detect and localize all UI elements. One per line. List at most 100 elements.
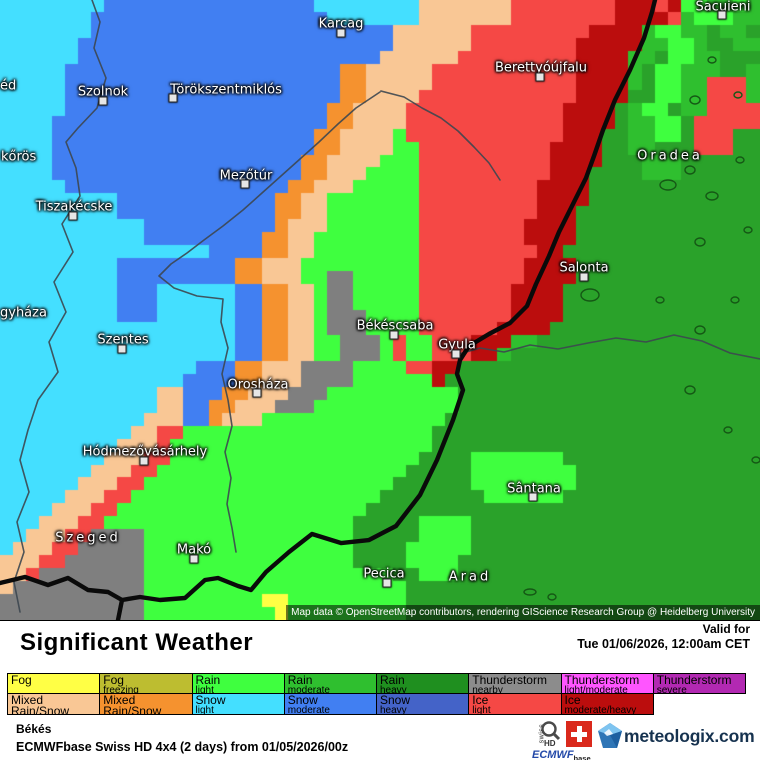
legend-cell-label: Fog: [11, 673, 32, 687]
legend-cell: Thunderstorm severe: [652, 673, 746, 694]
city-label: Törökszentmiklós: [170, 82, 282, 98]
legend-cell: Fog freezing: [99, 673, 193, 694]
city-label: Szeged: [55, 530, 121, 546]
swiss-flag-icon: [566, 721, 592, 747]
city-label: gyháza: [0, 305, 47, 321]
legend-cell-sublabel: severe: [656, 685, 687, 694]
legend-cell-label: Thunderstorm: [472, 673, 547, 687]
legend-cell-sublabel: light: [472, 705, 491, 715]
legend-cell-label: Rain: [195, 673, 221, 687]
legend-cell-sublabel: light: [195, 685, 214, 694]
legend-cell: Rain light: [191, 673, 285, 694]
city-label: Békéscsaba: [356, 318, 434, 334]
legend-cell-sublabel: light: [195, 705, 214, 715]
legend-cell-sublabel: heavy: [380, 705, 407, 715]
city-marker: [451, 349, 461, 359]
logos-block: swiss HD ECMWFbase meteologix.com: [532, 718, 755, 760]
magnifier-icon: [541, 721, 561, 741]
legend-cell-label: Snow: [287, 693, 318, 707]
city-marker: [535, 72, 545, 82]
legend-cell-label: Mixed Rain/Snow: [103, 693, 162, 715]
city-label: Hódmezővásárhely: [82, 444, 208, 460]
legend-cell-sublabel: moderate/heavy: [564, 705, 637, 715]
map-attribution: Map data © OpenStreetMap contributors, r…: [286, 605, 760, 620]
city-label: Oradea: [637, 148, 703, 164]
legend-cell-label: Ice: [472, 693, 489, 707]
valid-block: Valid for Tue 01/06/2026, 12:00am CET: [577, 622, 750, 651]
legend-cell: Ice light: [468, 693, 562, 715]
legend-cell: Rain moderate: [283, 673, 377, 694]
city-marker: [139, 456, 149, 466]
city-label: Berettyóújfalu: [494, 60, 588, 76]
legend-cell-label: Snow: [195, 693, 226, 707]
hd-label: HD: [544, 739, 556, 748]
legend-cell-label: Rain: [287, 673, 313, 687]
city-marker: [528, 492, 538, 502]
legend-cell: Thunderstorm light/moderate: [560, 673, 654, 694]
city-label: éd: [0, 78, 17, 94]
legend-cell-label: Snow: [380, 693, 411, 707]
ecmwf-base-sub: base: [573, 754, 591, 760]
legend-row: Fog Fog freezing Rain light Rain moderate Rain h…: [7, 673, 754, 694]
meteologix-logo-icon: [598, 723, 622, 748]
weather-legend: Fog Fog freezing Rain light Rain moderate Rain h…: [7, 673, 754, 715]
legend-cell-sublabel: nearby: [472, 685, 503, 694]
city-marker: [252, 388, 262, 398]
city-label: Karcag: [318, 16, 364, 32]
legend-cell-label: Rain: [380, 673, 405, 687]
city-label: Szolnok: [77, 84, 129, 100]
city-label: Mezőtúr: [219, 168, 273, 184]
legend-cell: Snow moderate: [283, 693, 377, 715]
legend-cell: Ice moderate/heavy: [560, 693, 654, 715]
city-label: Sântana: [507, 481, 561, 497]
legend-cell-label: Thunderstorm: [656, 673, 732, 687]
ecmwf-logo-text: ECMWFbase: [532, 749, 591, 760]
city-label: Salonta: [559, 260, 609, 276]
legend-cell-label: Ice: [564, 693, 581, 707]
legend-cell-sublabel: freezing: [103, 685, 139, 694]
city-label: kőrös: [1, 149, 37, 165]
city-label: Gyula: [438, 337, 476, 353]
legend-cell-empty: [653, 693, 746, 715]
city-marker: [189, 554, 199, 564]
legend-cell-label: Fog: [103, 673, 124, 687]
model-info: ECMWFbase Swiss HD 4x4 (2 days) from 01/…: [16, 740, 349, 754]
city-marker: [717, 10, 727, 20]
city-marker: [240, 179, 250, 189]
city-marker: [117, 344, 127, 354]
legend-cell-sublabel: moderate: [287, 685, 330, 694]
legend-row: Mixed Rain/SnowlightMixed Rain/Snowmoder…: [7, 693, 754, 715]
legend-cell: Snow light: [191, 693, 285, 715]
legend-cell-label: Mixed Rain/Snow: [11, 693, 70, 715]
legend-cell-sublabel: moderate: [287, 705, 330, 715]
city-label: Szentes: [97, 332, 149, 348]
city-label: Makó: [176, 542, 212, 558]
city-label: Pecica: [363, 566, 405, 582]
city-marker: [389, 330, 399, 340]
weather-map[interactable]: Karcag Szolnok Törökszentmiklós Mezőtúr Tisz…: [0, 0, 760, 621]
city-label: Orosháza: [227, 377, 289, 393]
city-label: Tiszakécske: [35, 199, 113, 215]
page-title: Significant Weather: [20, 629, 254, 656]
region-name: Békés: [16, 722, 52, 736]
legend-cell: Snow heavy: [376, 693, 470, 715]
city-marker: [68, 211, 78, 221]
legend-cell: Thunderstorm nearby: [468, 673, 562, 694]
city-label: Sacuieni: [695, 0, 751, 15]
valid-time: Tue 01/06/2026, 12:00am CET: [577, 637, 750, 651]
meteologix-brand-link[interactable]: meteologix.com: [624, 726, 755, 746]
legend-cell: Fog: [7, 673, 101, 694]
city-label: Arad: [448, 569, 492, 585]
city-marker: [98, 96, 108, 106]
city-marker: [336, 28, 346, 38]
legend-cell-sublabel: light/moderate: [564, 685, 628, 694]
city-marker: [579, 272, 589, 282]
city-marker: [168, 93, 178, 103]
city-marker: [382, 578, 392, 588]
valid-for-label: Valid for: [702, 622, 750, 636]
legend-cell-sublabel: heavy: [380, 685, 407, 694]
legend-cell-label: Thunderstorm: [564, 673, 640, 687]
